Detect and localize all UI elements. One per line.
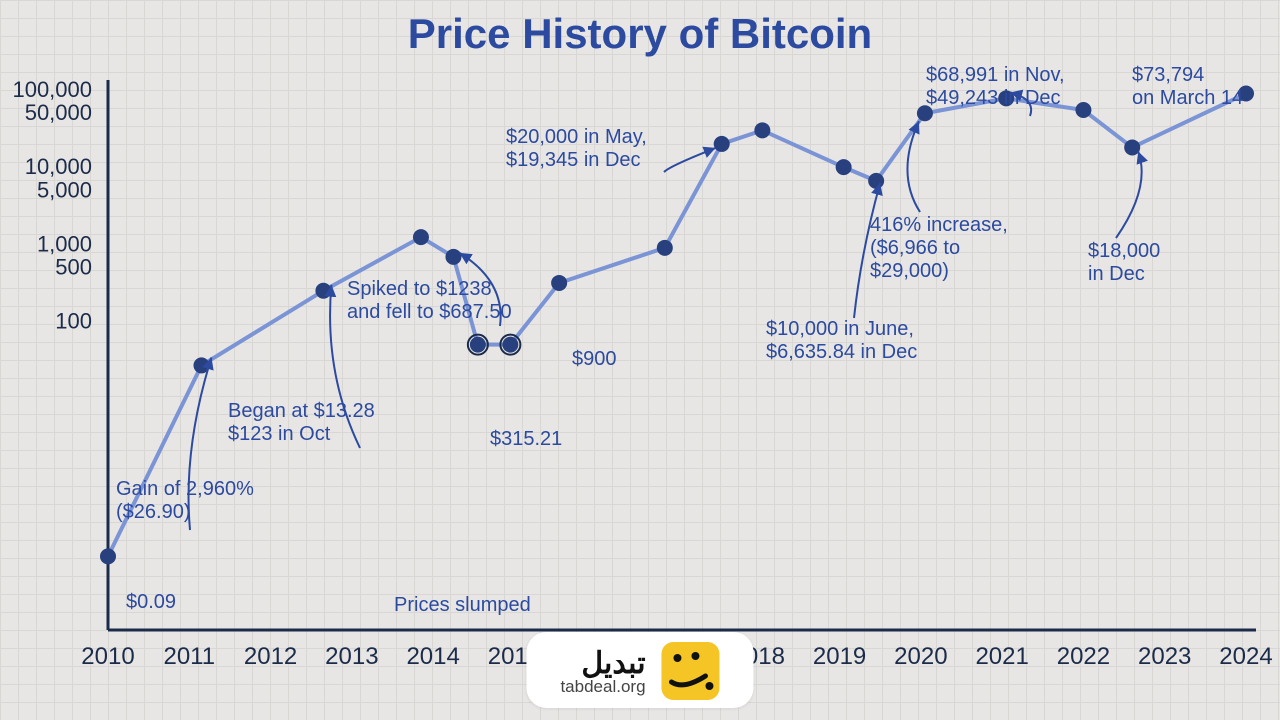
annotation-a12: $18,000 in Dec bbox=[1088, 240, 1208, 286]
logo-badge: تبدیل tabdeal.org bbox=[526, 632, 753, 708]
svg-text:2013: 2013 bbox=[325, 643, 378, 670]
svg-text:2014: 2014 bbox=[406, 643, 459, 670]
svg-text:5,000: 5,000 bbox=[37, 177, 92, 202]
svg-text:10,000: 10,000 bbox=[25, 154, 92, 179]
svg-text:1,000: 1,000 bbox=[37, 231, 92, 256]
svg-text:100,000: 100,000 bbox=[12, 77, 92, 102]
svg-text:2019: 2019 bbox=[813, 643, 866, 670]
logo-arabic-text: تبدیل bbox=[581, 646, 645, 681]
annotation-a13: $73,794 on March 14 bbox=[1132, 64, 1280, 110]
svg-text:2012: 2012 bbox=[244, 643, 297, 670]
annotation-a7: $900 bbox=[572, 348, 652, 371]
annotation-a6: $315.21 bbox=[490, 428, 590, 451]
annotation-a9: $10,000 in June, $6,635.84 in Dec bbox=[766, 318, 986, 364]
svg-text:2011: 2011 bbox=[163, 643, 215, 670]
annotation-a1: $0.09 bbox=[126, 591, 206, 614]
annotation-a8: $20,000 in May, $19,345 in Dec bbox=[506, 126, 726, 172]
svg-text:2022: 2022 bbox=[1057, 643, 1110, 670]
svg-text:50,000: 50,000 bbox=[25, 100, 92, 125]
logo-icon bbox=[662, 642, 720, 700]
svg-text:2024: 2024 bbox=[1219, 643, 1272, 670]
svg-text:2021: 2021 bbox=[975, 643, 1028, 670]
annotation-a10: 416% increase, ($6,966 to $29,000) bbox=[870, 214, 1070, 283]
annotation-a5: Prices slumped bbox=[394, 594, 574, 617]
logo-english-text: tabdeal.org bbox=[560, 677, 645, 697]
logo-text: تبدیل tabdeal.org bbox=[560, 646, 645, 697]
svg-text:500: 500 bbox=[55, 255, 92, 280]
svg-text:100: 100 bbox=[55, 308, 92, 333]
svg-text:2023: 2023 bbox=[1138, 643, 1191, 670]
svg-text:2010: 2010 bbox=[81, 643, 134, 670]
svg-text:2020: 2020 bbox=[894, 643, 947, 670]
annotation-a3: Began at $13.28 $123 in Oct bbox=[228, 400, 428, 446]
chart-canvas: Price History of Bitcoin 1005001,0005,00… bbox=[0, 0, 1280, 720]
annotation-a2: Gain of 2,960% ($26.90) bbox=[116, 478, 316, 524]
annotation-a4: Spiked to $1238 and fell to $687.50 bbox=[347, 278, 587, 324]
annotation-a11: $68,991 in Nov, $49,243 in Dec bbox=[926, 64, 1146, 110]
